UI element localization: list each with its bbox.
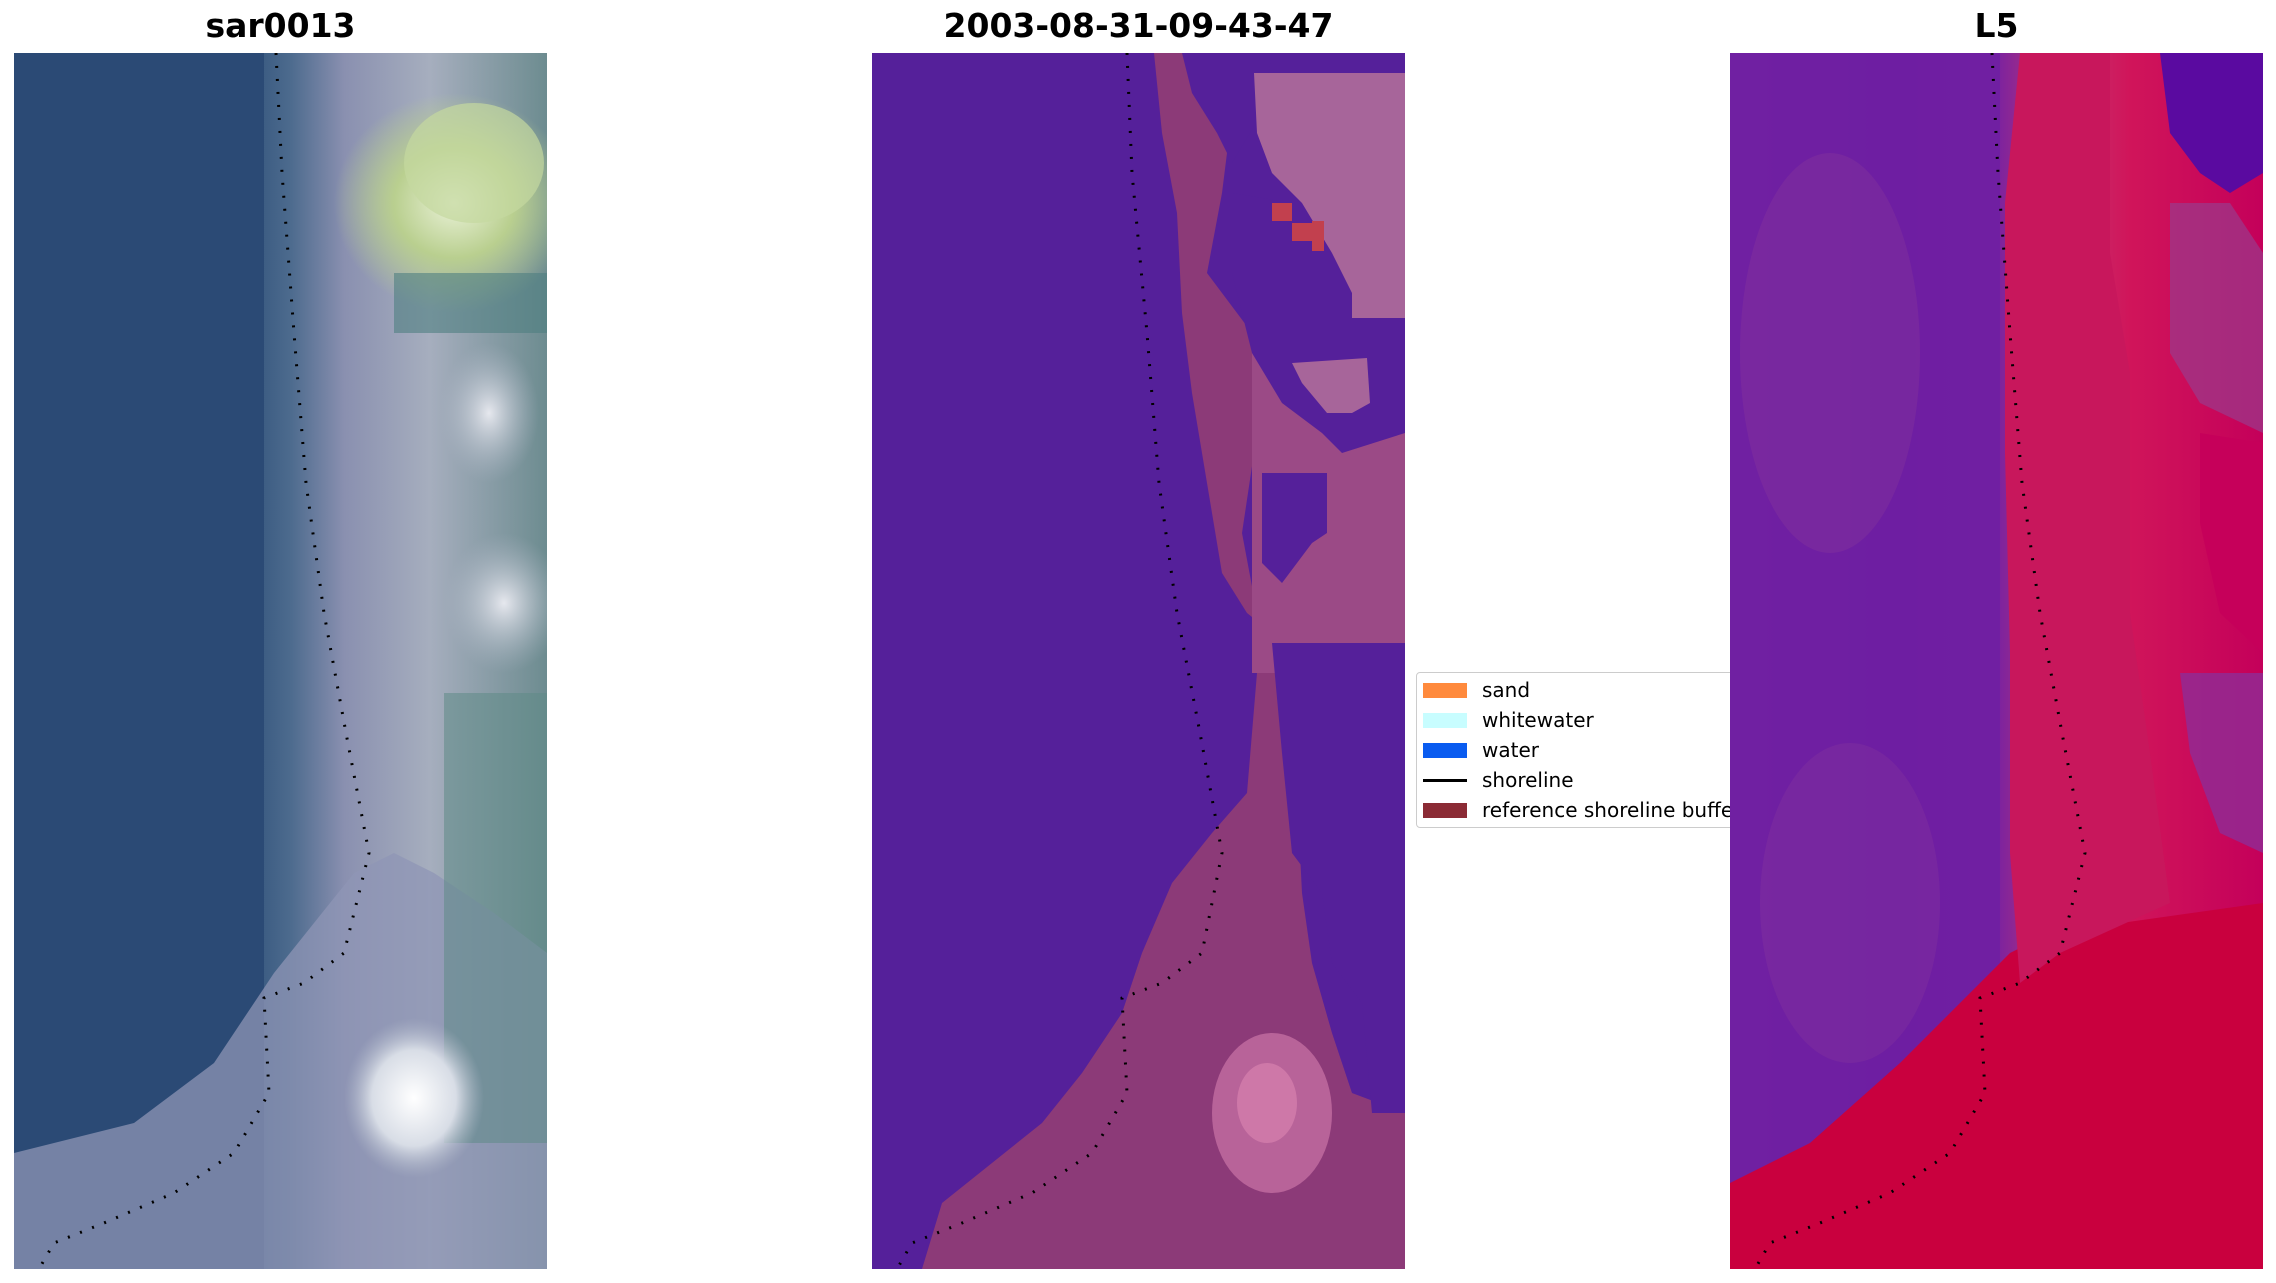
rgb-image-panel [14,53,547,1269]
legend-label-whitewater: whitewater [1482,708,1594,732]
legend-item-reference-buffer: reference shoreline buffer [1423,797,1741,823]
legend-item-whitewater: whitewater [1423,707,1594,733]
legend-label-reference-buffer: reference shoreline buffer [1482,798,1742,822]
index-image [1730,53,2263,1269]
rgb-image [14,53,547,1269]
legend-item-sand: sand [1423,677,1530,703]
legend-item-water: water [1423,737,1539,763]
legend-swatch-water [1423,742,1467,758]
classification-image [872,53,1405,1269]
legend-swatch-shoreline [1423,778,1467,782]
legend-swatch-sand [1423,682,1467,698]
legend-label-shoreline: shoreline [1482,768,1574,792]
index-image-panel [1730,53,2263,1269]
legend-swatch-reference-buffer [1423,802,1467,818]
panel-title-classification: 2003-08-31-09-43-47 [943,6,1334,45]
legend-label-water: water [1482,738,1539,762]
panel-title-index: L5 [1974,6,2019,45]
panel-title-rgb: sar0013 [205,6,356,45]
legend-label-sand: sand [1482,678,1531,702]
legend-item-shoreline: shoreline [1423,767,1574,793]
legend-swatch-whitewater [1423,712,1467,728]
classification-panel [872,53,1405,1269]
